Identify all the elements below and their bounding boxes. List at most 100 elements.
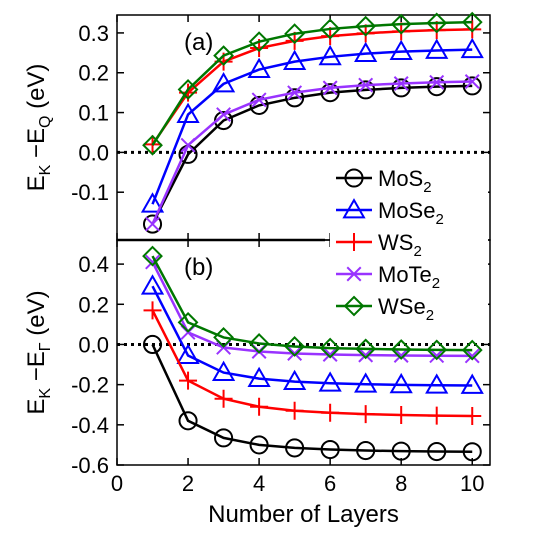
series-MoS2 <box>142 76 482 234</box>
legend-label-WSe2: WSe2 <box>378 294 434 324</box>
data-point-MoS2 <box>427 77 447 97</box>
data-point-WSe2 <box>390 339 412 360</box>
series-WSe2 <box>142 245 483 361</box>
legend-entry-MoTe2: MoTe2 <box>336 262 440 292</box>
data-point-MoS2 <box>142 334 163 355</box>
data-point-MoTe2 <box>322 347 338 362</box>
data-point-MoTe2 <box>429 74 445 90</box>
data-point-MoTe2 <box>251 92 267 108</box>
legend-background <box>330 158 488 320</box>
data-point-MoSe2 <box>425 373 449 394</box>
data-point-MoSe2 <box>460 37 484 59</box>
data-point-MoS2 <box>391 78 411 98</box>
data-point-MoSe2 <box>354 41 378 63</box>
data-point-WSe2 <box>142 134 163 156</box>
y-tick-label: -0.1 <box>71 180 109 205</box>
data-point-WS2 <box>321 403 340 422</box>
y-tick-label: 0.2 <box>78 292 109 317</box>
x-axis-label: Number of Layers <box>208 501 399 528</box>
data-point-MoS2 <box>320 83 340 103</box>
data-point-MoSe2 <box>318 371 342 392</box>
data-point-MoS2 <box>462 442 482 462</box>
y-tick-label: 0.0 <box>78 140 109 165</box>
panel-a-plot: 0.3 0.2 0.1 0.0 -0.1 (a) EK −EQ (eV) <box>23 11 491 242</box>
y-axis-label: EK −EQ (eV) <box>23 64 54 192</box>
series-line-MoS2 <box>151 84 473 225</box>
legend-marker-MoSe2 <box>342 198 366 219</box>
data-point-WS2 <box>250 397 269 416</box>
data-point-MoTe2 <box>216 107 232 123</box>
panel-label: (b) <box>184 254 213 281</box>
data-point-MoTe2 <box>322 80 338 96</box>
data-point-MoSe2 <box>318 44 342 66</box>
data-point-WSe2 <box>319 337 341 359</box>
x-tick-label: 6 <box>324 471 336 496</box>
data-point-MoS2 <box>249 435 269 455</box>
legend-label-MoS2: MoS2 <box>378 166 432 196</box>
series-MoTe2 <box>145 254 480 364</box>
data-point-WSe2 <box>142 245 163 267</box>
data-point-MoS2 <box>356 80 376 100</box>
data-point-MoS2 <box>142 214 163 234</box>
data-point-MoTe2 <box>393 348 409 363</box>
y-tick-label: 0.1 <box>78 101 109 126</box>
legend-label-MoTe2: MoTe2 <box>378 262 440 292</box>
data-point-MoSe2 <box>389 39 413 61</box>
data-point-MoSe2 <box>247 57 271 78</box>
data-point-MoS2 <box>285 438 305 458</box>
x-tick-label: 2 <box>182 471 194 496</box>
data-point-WS2 <box>143 301 162 320</box>
data-point-WSe2 <box>355 338 377 360</box>
data-point-MoSe2 <box>282 49 307 71</box>
data-point-WS2 <box>285 401 304 420</box>
data-point-WSe2 <box>426 12 448 34</box>
series-line-WSe2 <box>151 20 473 146</box>
series-line-MoSe2 <box>151 48 473 205</box>
y-tick-label: -0.6 <box>71 453 109 478</box>
data-point-MoS2 <box>391 441 411 461</box>
series-MoTe2 <box>145 74 480 232</box>
data-point-MoTe2 <box>145 216 160 232</box>
y-tick-label: 0.4 <box>78 252 109 277</box>
series-MoSe2 <box>140 37 484 213</box>
series-line-MoSe2 <box>151 285 473 387</box>
data-point-MoS2 <box>356 440 376 461</box>
y-tick-label: -0.4 <box>71 413 109 438</box>
data-point-MoSe2 <box>176 343 200 364</box>
data-point-WSe2 <box>213 45 234 67</box>
legend-marker-MoTe2 <box>346 266 362 282</box>
data-point-WS2 <box>179 371 198 390</box>
data-point-MoTe2 <box>287 346 303 361</box>
series-line-WSe2 <box>151 255 473 352</box>
data-point-MoS2 <box>427 441 447 462</box>
data-point-MoSe2 <box>354 372 378 393</box>
series-MoSe2 <box>140 274 484 394</box>
data-point-MoSe2 <box>247 366 271 388</box>
data-point-MoSe2 <box>425 38 449 59</box>
data-point-WSe2 <box>177 79 199 100</box>
data-point-WSe2 <box>461 339 483 361</box>
y-tick-label: 0.0 <box>78 332 109 357</box>
y-tick-label: 0.3 <box>78 21 109 46</box>
data-point-WSe2 <box>248 333 270 354</box>
data-point-MoTe2 <box>180 137 196 153</box>
legend-entry-WSe2: WSe2 <box>336 294 434 324</box>
data-point-WSe2 <box>355 15 377 37</box>
legend-entry-MoS2: MoS2 <box>336 166 432 196</box>
data-point-MoS2 <box>285 88 305 108</box>
series-line-MoTe2 <box>151 261 473 358</box>
data-point-WSe2 <box>461 11 483 33</box>
data-point-MoSe2 <box>140 274 165 295</box>
data-point-MoSe2 <box>460 373 484 394</box>
data-point-MoTe2 <box>393 76 409 91</box>
data-point-MoSe2 <box>140 192 165 213</box>
data-point-MoTe2 <box>358 77 374 93</box>
data-point-MoSe2 <box>282 369 307 391</box>
legend-marker-WSe2 <box>343 295 365 317</box>
legend-entry-WS2: WS2 <box>336 230 422 260</box>
x-tick-label: 8 <box>395 471 407 496</box>
legend-label-WS2: WS2 <box>378 230 422 260</box>
x-tick-label: 10 <box>460 471 484 496</box>
